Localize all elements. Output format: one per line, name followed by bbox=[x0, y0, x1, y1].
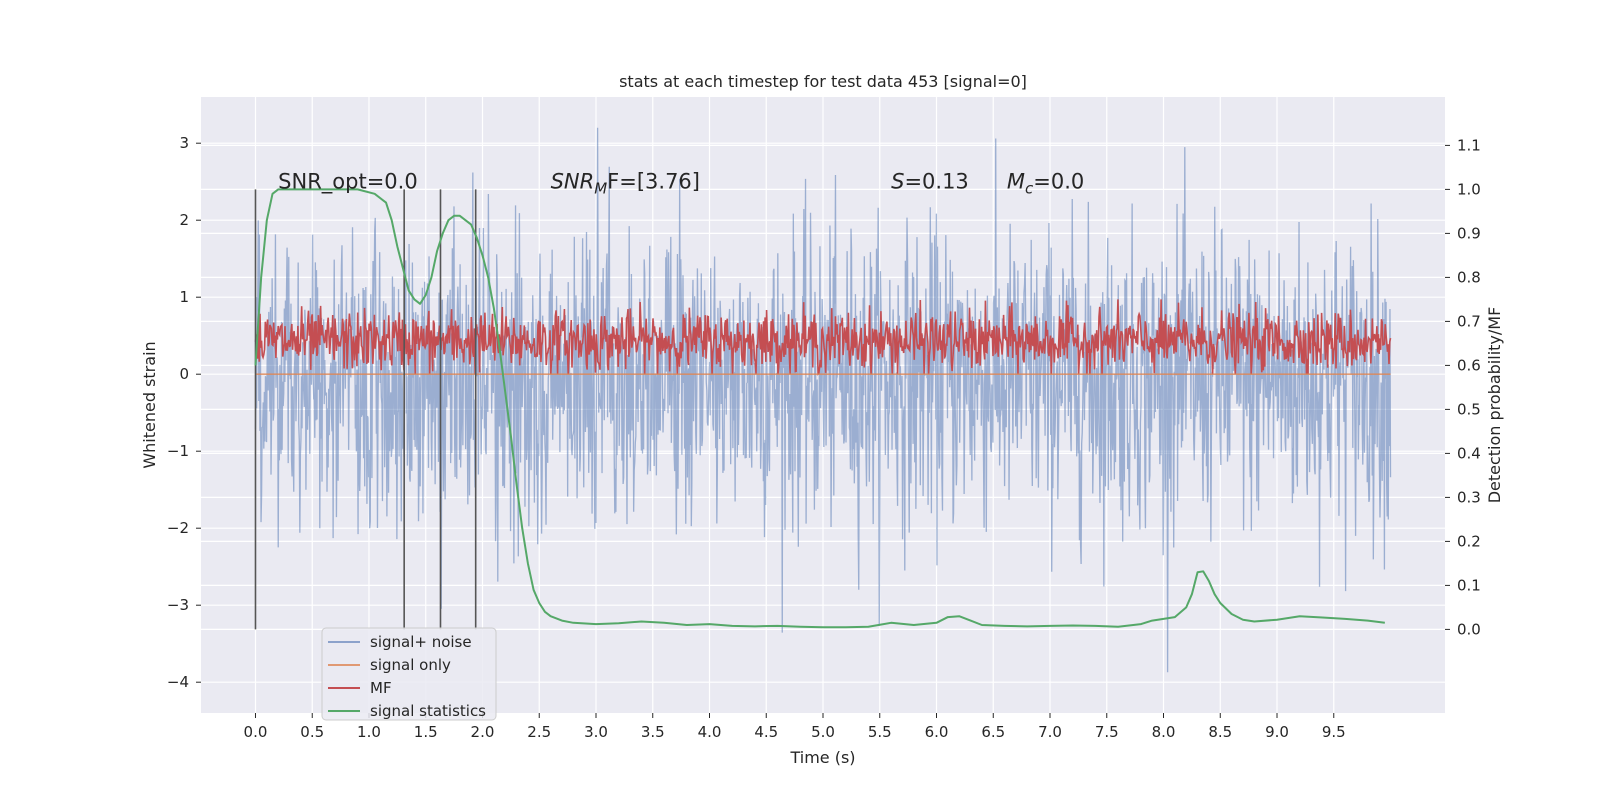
y-right-tick-label: 0.1 bbox=[1457, 576, 1481, 594]
x-tick-label: 3.0 bbox=[584, 723, 608, 741]
y-right-tick-label: 0.2 bbox=[1457, 532, 1481, 550]
x-tick-label: 0.0 bbox=[244, 723, 268, 741]
x-tick-label: 5.5 bbox=[868, 723, 892, 741]
annotation-chirp-mass: Mc=0.0 bbox=[1007, 169, 1084, 197]
x-axis-ticks: 0.0 0.5 1.0 1.5 2.0 2.5 3.0 3.5 4.0 4.5 5.0 5.5 6.0 6… bbox=[244, 713, 1346, 741]
y-right-tick-label: 1.1 bbox=[1457, 136, 1481, 154]
y-right-tick-label: 0.3 bbox=[1457, 488, 1481, 506]
x-tick-label: 4.5 bbox=[754, 723, 778, 741]
x-tick-label: 9.5 bbox=[1322, 723, 1346, 741]
legend-entry: MF bbox=[370, 679, 392, 697]
annotation-s-stat: S=0.13 bbox=[891, 169, 969, 193]
y-left-tick-label: −2 bbox=[167, 519, 189, 537]
signal-statistics-line bbox=[254, 188, 1385, 629]
y-right-tick-label: 0.9 bbox=[1457, 224, 1481, 242]
y-left-tick-label: 1 bbox=[179, 288, 189, 306]
y-right-tick-label: 0.0 bbox=[1457, 620, 1481, 638]
x-tick-label: 1.0 bbox=[357, 723, 381, 741]
y-right-tick-label: 1.0 bbox=[1457, 180, 1481, 198]
y-left-tick-label: 2 bbox=[179, 211, 189, 229]
x-tick-label: 3.5 bbox=[641, 723, 665, 741]
y-left-tick-label: −4 bbox=[167, 673, 189, 691]
chart-title: stats at each timestep for test data 453… bbox=[619, 72, 1027, 91]
annotation-snr-opt: SNR_opt=0.0 bbox=[278, 169, 418, 194]
y-right-tick-label: 0.7 bbox=[1457, 312, 1481, 330]
x-axis-label: Time (s) bbox=[789, 748, 855, 767]
x-tick-label: 8.0 bbox=[1152, 723, 1176, 741]
y-right-axis-ticks: 1.1 1.0 0.9 0.8 0.7 0.6 0.5 0.4 0.3 0.2 0.1 0.0 bbox=[1445, 136, 1481, 638]
y-right-tick-label: 0.6 bbox=[1457, 356, 1481, 374]
x-tick-label: 2.0 bbox=[471, 723, 495, 741]
signal-noise-series bbox=[254, 127, 1392, 673]
x-tick-label: 2.5 bbox=[527, 723, 551, 741]
y-left-tick-label: −1 bbox=[167, 442, 189, 460]
x-tick-label: 7.5 bbox=[1095, 723, 1119, 741]
signal-noise-line bbox=[254, 127, 1392, 673]
y-right-axis-label: Detection probability/MF bbox=[1485, 307, 1504, 504]
x-tick-label: 7.0 bbox=[1038, 723, 1062, 741]
y-left-axis-ticks: 3 2 1 0 −1 −2 −3 −4 bbox=[167, 134, 201, 691]
annotation-snr-mf: SNRMF=[3.76] bbox=[551, 169, 700, 197]
mf-line bbox=[254, 299, 1392, 376]
x-tick-label: 4.0 bbox=[698, 723, 722, 741]
y-right-tick-label: 0.8 bbox=[1457, 268, 1481, 286]
legend-entry: signal+ noise bbox=[370, 633, 472, 651]
annotations: SNR_opt=0.0 SNRMF=[3.76] S=0.13 Mc=0.0 bbox=[278, 169, 1084, 197]
legend: signal+ noise signal only MF signal statist… bbox=[321, 627, 497, 721]
x-tick-label: 0.5 bbox=[300, 723, 324, 741]
legend-box bbox=[321, 627, 497, 721]
x-tick-label: 8.5 bbox=[1208, 723, 1232, 741]
x-tick-label: 6.5 bbox=[981, 723, 1005, 741]
y-right-tick-label: 0.5 bbox=[1457, 400, 1481, 418]
x-tick-label: 9.0 bbox=[1265, 723, 1289, 741]
mf-series bbox=[254, 299, 1392, 376]
y-left-tick-label: −3 bbox=[167, 596, 189, 614]
x-tick-label: 6.0 bbox=[925, 723, 949, 741]
y-left-tick-label: 3 bbox=[179, 134, 189, 152]
y-right-tick-label: 0.4 bbox=[1457, 444, 1481, 462]
y-left-axis-label: Whitened strain bbox=[140, 341, 159, 468]
x-tick-label: 1.5 bbox=[414, 723, 438, 741]
legend-entry: signal only bbox=[370, 656, 451, 674]
y-left-tick-label: 0 bbox=[179, 365, 189, 383]
legend-entry: signal statistics bbox=[370, 702, 486, 720]
vertical-markers bbox=[254, 189, 477, 630]
x-tick-label: 5.0 bbox=[811, 723, 835, 741]
signal-statistics-series bbox=[254, 188, 1385, 629]
